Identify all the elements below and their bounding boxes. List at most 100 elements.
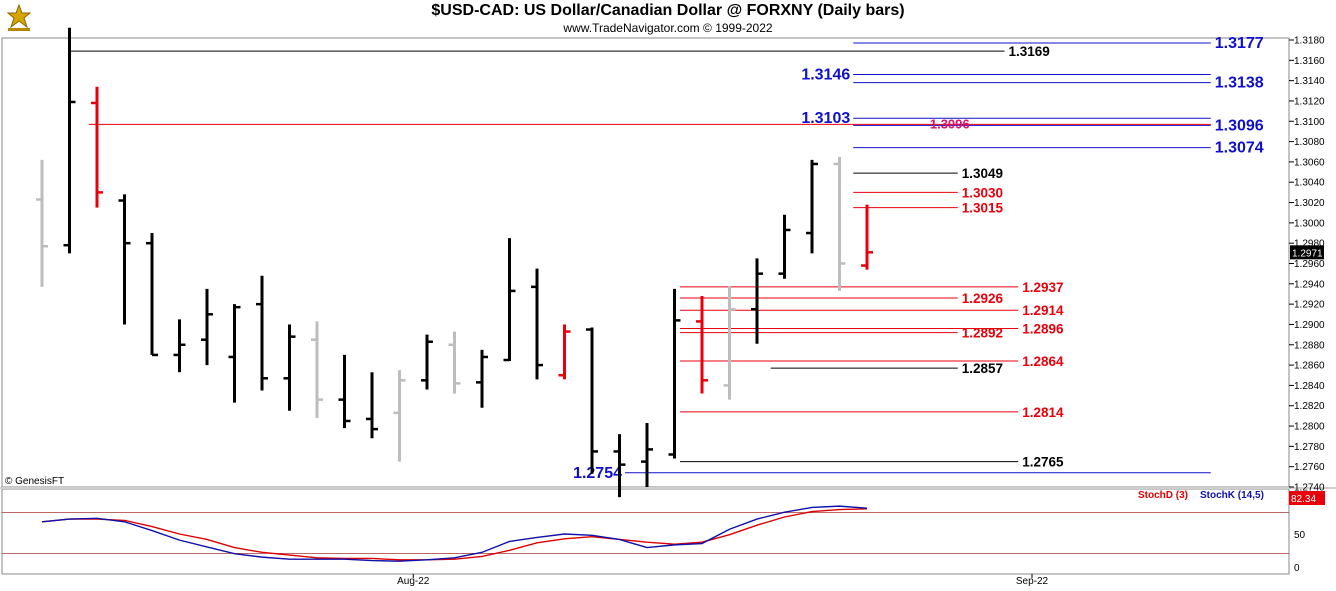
stoch-last-label: 82.34 [1291,494,1316,505]
ohlc-bar [668,288,681,459]
ohlc-bar [283,324,296,411]
level-label: 1.2857 [962,361,1003,376]
ohlc-bar [806,159,818,254]
ohlc-bar [91,86,103,208]
level-label: 1.2937 [1022,280,1063,295]
level-label: 1.3177 [1215,35,1264,52]
ohlc-bar [641,422,653,487]
ohlc-bar [338,354,351,429]
chart-title: $USD-CAD: US Dollar/Canadian Dollar @ FO… [431,2,905,19]
last-price-label: 1.2971 [1292,248,1323,259]
price-tick-label: 1.2760 [1294,462,1325,473]
level-label: 1.3049 [962,166,1003,181]
stoch-tick-label: 50 [1294,530,1306,541]
price-axis: 1.3180 1.3160 1.3140 1.3120 1.3100 1.3080 1.30… [1289,36,1325,494]
level-label: 1.2892 [962,326,1003,341]
ohlc-bar [366,372,378,439]
price-tick-label: 1.2820 [1294,401,1325,412]
stochD-legend: StochD (3) [1138,490,1188,501]
price-tick-label: 1.3080 [1294,137,1325,148]
level-label: 1.3015 [962,201,1004,216]
price-tick-label: 1.2940 [1294,279,1325,290]
price-tick-label: 1.3160 [1294,56,1325,67]
price-tick-label: 1.3140 [1294,76,1325,87]
ohlc-bar [778,214,791,279]
price-tick-label: 1.3120 [1294,96,1325,107]
ohlc-bar [173,319,186,373]
price-tick-label: 1.3060 [1294,157,1325,168]
ohlc-bar [833,156,846,291]
last-price-badge [1290,245,1324,260]
price-tick-label: 1.2880 [1294,340,1325,351]
level-label: 1.3096 [1215,117,1264,134]
price-tick-label: 1.3000 [1294,218,1325,229]
ohlc-bar [118,194,131,325]
ohlc-bar [723,285,736,400]
price-levels: 1.3177 1.3169 1.3146 1.3138 1.3103 1.3096 1.30… [69,35,1264,482]
ohlc-bars [36,27,873,498]
level-label: 1.2754 [573,465,622,482]
stochK-line [41,505,868,562]
price-tick-label: 1.2900 [1294,320,1325,331]
ohlc-bar [228,304,241,403]
price-tick-label: 1.3020 [1294,198,1325,209]
ohlc-bar [36,159,48,287]
price-panel-border [1,37,1290,488]
price-tick-label: 1.2740 [1294,483,1325,494]
price-tick-label: 1.2980 [1294,239,1325,250]
price-tick-label: 1.2780 [1294,442,1325,453]
level-label: 1.2814 [1022,405,1064,420]
ohlc-bar [421,334,433,390]
level-label: 1.3146 [801,67,850,84]
level-label: 1.3074 [1215,140,1264,157]
ohlc-bar [503,238,516,362]
stoch-tick-label: 0 [1294,563,1300,574]
price-tick-label: 1.2840 [1294,381,1325,392]
ohlc-bar [393,370,406,462]
ohlc-bar [861,204,873,270]
ohlc-bar [696,296,708,394]
ohlc-bar [476,349,488,408]
level-label: 1.2914 [1022,303,1064,318]
ohlc-bar [448,331,461,394]
ohlc-bar [558,324,571,380]
chart-header: $USD-CAD: US Dollar/Canadian Dollar @ FO… [0,0,1336,38]
ohlc-bar [751,258,763,344]
price-tick-label: 1.2920 [1294,300,1325,311]
stochD-line [41,508,868,561]
stochastic-panel: 0 50 StochD (3) StochK (14,5) 82.34 [2,490,1325,574]
date-tick-label: Aug-22 [397,576,430,587]
level-label: 1.2765 [1022,455,1064,470]
ohlc-bar [256,275,268,391]
genesis-credit: © GenesisFT [5,476,64,487]
date-axis: Aug-22 Sep-22 [2,573,1289,587]
ohlc-bar [311,321,323,418]
stochastic-panel-border [1,488,1290,575]
level-label: 1.3096 [930,116,970,131]
level-label: 1.2926 [962,291,1004,306]
level-label: 1.3030 [962,185,1003,200]
price-tick-label: 1.2860 [1294,361,1325,372]
level-label: 1.2864 [1022,354,1064,369]
genesis-logo-icon [4,3,34,38]
ohlc-bar [146,233,158,357]
chart-subtitle: www.TradeNavigator.com © 1999-2022 [563,21,773,35]
level-label: 1.2896 [1022,322,1064,337]
price-tick-label: 1.3180 [1294,36,1325,47]
level-label: 1.3169 [1009,44,1050,59]
level-label: 1.3138 [1215,75,1264,92]
price-tick-label: 1.3100 [1294,117,1325,128]
ohlc-bar [531,268,543,380]
ohlc-bar [201,288,213,366]
chart-frame [0,37,1336,575]
stochK-legend: StochK (14,5) [1200,490,1264,501]
price-tick-label: 1.3040 [1294,178,1325,189]
ohlc-bar [613,434,626,498]
price-tick-label: 1.2960 [1294,259,1325,270]
date-tick-label: Sep-22 [1016,576,1049,587]
ohlc-bar [63,27,76,254]
level-label: 1.3103 [801,110,850,127]
price-tick-label: 1.2800 [1294,422,1325,433]
stoch-last-badge [1289,491,1325,505]
